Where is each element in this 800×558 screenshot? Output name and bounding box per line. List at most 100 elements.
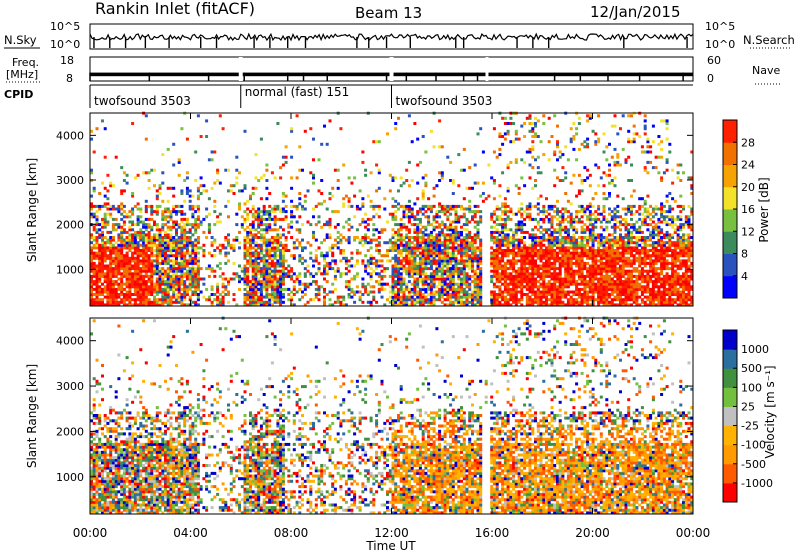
data-cell xyxy=(178,262,181,265)
data-cell xyxy=(501,236,504,239)
data-cell xyxy=(603,296,606,299)
data-cell xyxy=(537,228,540,231)
data-cell xyxy=(175,228,178,231)
data-cell xyxy=(219,182,222,185)
data-cell xyxy=(101,241,104,244)
data-cell xyxy=(123,231,126,234)
data-cell xyxy=(383,208,386,211)
data-cell xyxy=(430,252,433,255)
data-cell xyxy=(312,265,315,268)
data-cell xyxy=(477,272,480,275)
data-cell xyxy=(139,236,142,239)
data-cell xyxy=(194,210,197,213)
data-cell xyxy=(424,267,427,270)
data-cell xyxy=(257,262,260,265)
data-cell xyxy=(468,278,471,281)
data-cell xyxy=(463,249,466,252)
data-cell xyxy=(408,246,411,249)
data-cell xyxy=(583,285,586,288)
data-cell xyxy=(471,215,474,218)
data-cell xyxy=(180,293,183,296)
data-cell xyxy=(592,296,595,299)
data-cell xyxy=(545,301,548,304)
data-cell xyxy=(504,285,507,288)
data-cell xyxy=(468,205,471,208)
data-cell xyxy=(274,275,277,278)
data-cell xyxy=(112,223,115,226)
data-cell xyxy=(126,298,129,301)
data-cell xyxy=(145,246,148,249)
data-cell xyxy=(572,228,575,231)
data-cell xyxy=(117,293,120,296)
data-cell xyxy=(350,296,353,299)
data-cell xyxy=(424,228,427,231)
data-cell xyxy=(318,262,321,265)
data-cell xyxy=(150,278,153,281)
data-cell xyxy=(444,205,447,208)
data-cell xyxy=(600,259,603,262)
data-cell xyxy=(244,218,247,221)
data-cell xyxy=(276,278,279,281)
data-cell xyxy=(413,278,416,281)
data-cell xyxy=(172,278,175,281)
data-cell xyxy=(167,246,170,249)
data-cell xyxy=(520,246,523,249)
data-cell xyxy=(408,298,411,301)
data-cell xyxy=(370,259,373,262)
data-cell xyxy=(216,215,219,218)
data-cell xyxy=(268,296,271,299)
data-cell xyxy=(551,257,554,260)
data-cell xyxy=(572,122,575,125)
data-cell xyxy=(457,278,460,281)
data-cell xyxy=(438,231,441,234)
data-cell xyxy=(523,293,526,296)
data-cell xyxy=(356,205,359,208)
data-cell xyxy=(255,275,258,278)
data-cell xyxy=(180,239,183,242)
data-cell xyxy=(493,291,496,294)
data-cell xyxy=(263,208,266,211)
data-cell xyxy=(540,236,543,239)
data-cell xyxy=(559,249,562,252)
data-cell xyxy=(167,291,170,294)
data-cell xyxy=(509,267,512,270)
data-cell xyxy=(378,275,381,278)
data-cell xyxy=(498,184,501,187)
data-cell xyxy=(422,278,425,281)
data-cell xyxy=(559,291,562,294)
data-cell xyxy=(551,221,554,224)
data-cell xyxy=(581,278,584,281)
data-cell xyxy=(392,257,395,260)
data-cell xyxy=(463,246,466,249)
data-cell xyxy=(397,267,400,270)
data-cell xyxy=(260,223,263,226)
data-cell xyxy=(197,296,200,299)
data-cell xyxy=(260,257,263,260)
data-cell xyxy=(509,265,512,268)
data-cell xyxy=(551,252,554,255)
data-cell xyxy=(112,259,115,262)
data-cell xyxy=(441,278,444,281)
data-cell xyxy=(559,156,562,159)
data-cell xyxy=(430,275,433,278)
data-cell xyxy=(392,236,395,239)
data-cell xyxy=(213,275,216,278)
noise-sky-line xyxy=(90,34,693,40)
data-cell xyxy=(419,257,422,260)
data-cell xyxy=(537,135,540,138)
data-cell xyxy=(586,296,589,299)
data-cell xyxy=(430,301,433,304)
data-cell xyxy=(282,257,285,260)
data-cell xyxy=(419,252,422,255)
data-cell xyxy=(134,252,137,255)
data-cell xyxy=(227,278,230,281)
data-cell xyxy=(224,252,227,255)
data-cell xyxy=(597,285,600,288)
data-cell xyxy=(589,275,592,278)
data-cell xyxy=(501,270,504,273)
data-cell xyxy=(148,244,151,247)
data-cell xyxy=(515,288,518,291)
data-cell xyxy=(150,252,153,255)
data-cell xyxy=(156,267,159,270)
data-cell xyxy=(400,176,403,179)
